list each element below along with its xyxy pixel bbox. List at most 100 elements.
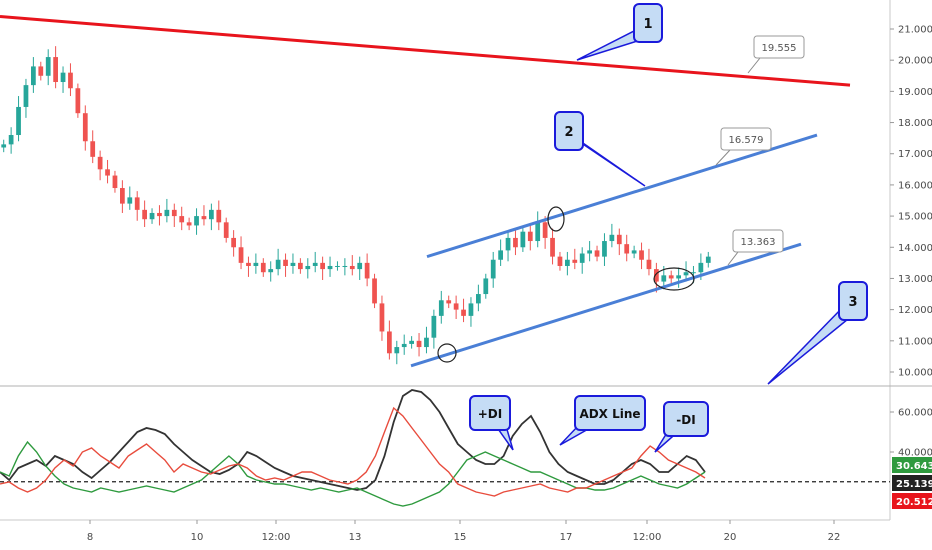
y-tick-label: 13.000 [898,274,932,285]
candle-body [223,222,229,238]
candle-body [268,269,274,273]
candle-body [594,250,600,257]
candle-body [283,259,288,266]
y-tick-label: 14.000 [898,243,932,254]
x-tick-label: 12:00 [633,532,662,543]
ind-y-tick-label: 40.0000 [898,448,932,459]
callout-adx-label: ADX Line [579,407,640,421]
candle-body [401,343,407,348]
x-tick-label: 20 [724,532,737,543]
candle-body [290,262,296,266]
candle-body [505,237,511,251]
candle-body [60,72,66,83]
candle-body [105,169,110,176]
price-label-red-text: 19.555 [762,43,797,54]
last-value-badge: 30.6437 [892,457,932,473]
candle-body [557,256,563,266]
candle-body [394,347,400,354]
candle-body [461,309,466,316]
candle-body [68,72,73,89]
candle-body [453,303,459,310]
candle-body [194,216,199,226]
candle-body [335,265,340,267]
plus-di-line [0,440,706,507]
candle-body [438,300,444,316]
callout-1: 1 [576,3,663,61]
indicator-y-axis: 60.0000 40.0000 [890,408,932,459]
candle-body [631,250,637,254]
y-tick-label: 16.000 [898,180,932,191]
candle-body [616,234,622,245]
candle-body [298,262,303,270]
candle-body [253,262,259,266]
candle-body [357,262,363,270]
candle-body [705,256,711,263]
candle-body [201,216,207,220]
y-tick-label: 11.000 [898,336,932,347]
low-touch-ellipse [437,343,457,363]
candle-body [246,262,251,266]
candle-body [527,231,533,242]
candle-body [238,247,244,263]
callout-adx: ADX Line [559,395,646,446]
candle-body [38,66,44,76]
candle-body [483,278,489,295]
candle-body [112,175,118,189]
callout-plus-di: +DI [469,395,514,451]
red-trendline[interactable] [0,15,851,87]
x-tick-label: 15 [454,532,467,543]
candle-body [90,141,96,157]
candle-body [1,144,7,148]
candle-body [142,209,147,220]
indicator-lines [0,389,706,507]
y-tick-label: 18.000 [898,118,932,129]
candle-body [646,259,652,270]
candle-body [157,212,162,217]
candle-body [275,259,281,270]
x-tick-label: 13 [349,532,362,543]
candle-body [572,259,578,263]
candle-body [683,272,689,276]
candle-body [520,231,526,248]
x-tick-label: 10 [191,532,204,543]
callout-2-label: 2 [564,125,573,140]
y-tick-label: 20.000 [898,56,932,67]
candle-body [624,244,630,254]
candle-body [23,85,29,107]
candle-body [490,259,496,279]
y-tick-label: 15.000 [898,212,932,223]
x-tick-label: 8 [87,532,93,543]
candle-body [120,188,125,204]
y-tick-label: 21.000 [898,25,932,36]
last-value-text: 25.1397 [896,479,932,490]
candle-body [260,262,266,273]
candle-body [372,278,377,304]
candle-body [565,259,570,266]
callout-minus-di-label: -DI [676,413,695,427]
candle-body [498,250,503,260]
candle-body [609,234,615,242]
lower-channel-line[interactable] [410,242,802,368]
candle-body [431,315,437,338]
candle-body [476,294,481,304]
candle-body [186,222,192,226]
candle-body [668,275,674,279]
high-touch-ellipse [547,206,565,232]
candlestick-series [1,46,711,365]
candle-body [16,106,21,136]
candle-body [45,57,51,76]
candle-body [97,156,103,170]
price-label-red: 19.555 [747,35,805,74]
candle-body [179,216,185,223]
candle-body [513,237,518,248]
upper-channel-line[interactable] [426,133,818,259]
y-tick-label: 17.000 [898,149,932,160]
candle-body [535,222,541,242]
price-label-lower-text: 13.363 [741,237,776,248]
candle-body [349,265,355,270]
last-value-text: 20.5127 [896,497,932,508]
y-tick-label: 19.000 [898,87,932,98]
retest-ellipse [653,267,695,291]
y-tick-label: 12.000 [898,305,932,316]
